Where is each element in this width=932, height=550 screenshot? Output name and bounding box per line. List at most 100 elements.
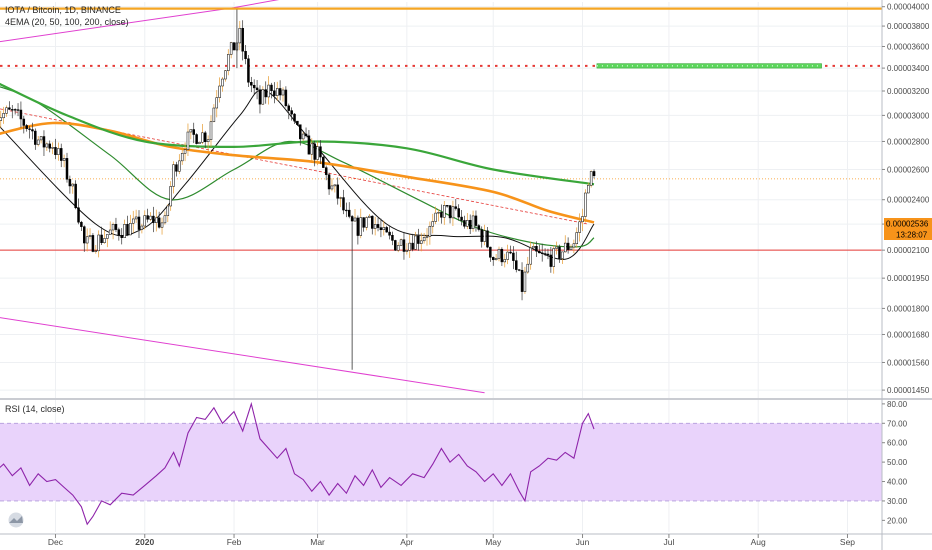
- candle-body: [489, 246, 492, 258]
- candle-body: [497, 248, 501, 259]
- candle-body: [569, 246, 573, 250]
- candle-body: [581, 216, 584, 223]
- candle-body: [445, 205, 449, 207]
- candle-body: [290, 110, 293, 115]
- candle-body: [477, 225, 481, 230]
- candle-body: [163, 215, 167, 224]
- candle-body: [480, 229, 483, 242]
- candle-body: [120, 235, 123, 238]
- candle-body: [299, 124, 302, 140]
- candle-body: [558, 246, 561, 259]
- candle-body: [183, 149, 187, 154]
- candle-body: [97, 234, 100, 252]
- candle-body: [74, 183, 77, 209]
- candle-body: [284, 89, 288, 107]
- candle-body: [270, 84, 273, 91]
- candle-body: [59, 148, 63, 161]
- candle-body: [468, 220, 472, 230]
- candle-body: [34, 130, 37, 145]
- candle-body: [301, 133, 305, 140]
- ema-line-4: [0, 82, 595, 186]
- x-tick-label: Dec: [48, 537, 64, 547]
- candle-body: [448, 205, 452, 219]
- candle-body: [94, 250, 98, 252]
- candle-body: [157, 217, 161, 228]
- candle-body: [434, 212, 437, 222]
- candle-body: [134, 216, 138, 220]
- candle-body: [592, 171, 596, 176]
- candle-body: [198, 141, 201, 144]
- candle-body: [195, 134, 198, 144]
- candle-body: [45, 143, 49, 148]
- candle-body: [437, 212, 440, 214]
- y-tick-label: 0.00003200: [887, 87, 930, 96]
- rsi-y-tick-label: 50.00: [887, 458, 908, 467]
- candle-body: [180, 153, 184, 162]
- candle-body: [371, 215, 374, 229]
- y-tick-label: 0.00001680: [887, 330, 930, 339]
- candle-body: [203, 132, 207, 143]
- candle-body: [313, 143, 316, 160]
- candle-body: [356, 217, 360, 236]
- candle-body: [172, 164, 175, 187]
- price-badges: 0.00002536 13:28:07: [884, 218, 932, 240]
- countdown-badge: [884, 229, 932, 240]
- candle-body: [546, 253, 550, 256]
- candle-body: [65, 158, 69, 180]
- candle-body: [402, 239, 406, 252]
- candle-body: [215, 97, 219, 109]
- candle-body: [255, 87, 259, 91]
- candle-body: [353, 217, 357, 222]
- candle-body: [13, 109, 17, 111]
- last-price-label: 0.00002536: [886, 220, 929, 229]
- candle-body: [494, 258, 498, 261]
- candle-body: [566, 242, 570, 250]
- candle-body: [258, 89, 262, 105]
- candle-body: [373, 224, 377, 229]
- candle-body: [31, 129, 34, 132]
- candle-body: [11, 109, 14, 111]
- candle-body: [68, 179, 72, 187]
- candle-body: [261, 89, 265, 105]
- candle-body: [281, 89, 285, 96]
- x-tick-label: Jul: [663, 537, 674, 547]
- candle-body: [517, 269, 521, 271]
- rsi-y-tick-label: 80.00: [887, 400, 908, 409]
- candle-body: [414, 235, 417, 250]
- candle-body: [561, 251, 564, 259]
- candle-body: [440, 212, 443, 218]
- candle-body: [575, 232, 579, 244]
- candle-body: [503, 259, 507, 263]
- tradingview-logo-icon[interactable]: [6, 512, 26, 528]
- rsi-y-tick-label: 60.00: [887, 439, 908, 448]
- candle-body: [241, 27, 244, 52]
- candle-body: [111, 223, 115, 231]
- y-tick-label: 0.00003800: [887, 22, 930, 31]
- candle-body: [538, 250, 541, 254]
- ema-line-2: [0, 86, 595, 248]
- x-tick-label: Mar: [310, 537, 325, 547]
- candle-body: [365, 217, 368, 228]
- rsi-y-tick-label: 70.00: [887, 419, 908, 428]
- candle-body: [405, 250, 409, 252]
- candle-body: [57, 148, 60, 155]
- rsi-pane: [0, 401, 882, 526]
- y-tick-label: 0.00001800: [887, 304, 930, 313]
- ema-line-3: [0, 121, 595, 224]
- candle-body: [316, 146, 319, 160]
- candle-body: [8, 107, 11, 110]
- candle-body: [443, 205, 446, 218]
- candle-body: [140, 225, 144, 230]
- candle-body: [540, 252, 544, 254]
- rsi-y-tick-label: 20.00: [887, 516, 908, 525]
- candle-body: [411, 242, 414, 250]
- candle-body: [36, 139, 40, 145]
- candle-body: [25, 125, 28, 130]
- candle-body: [232, 42, 236, 51]
- candle-body: [587, 185, 590, 194]
- candle-body: [103, 238, 106, 244]
- candle-body: [388, 231, 391, 236]
- candle-body: [296, 120, 299, 125]
- candle-body: [131, 218, 135, 224]
